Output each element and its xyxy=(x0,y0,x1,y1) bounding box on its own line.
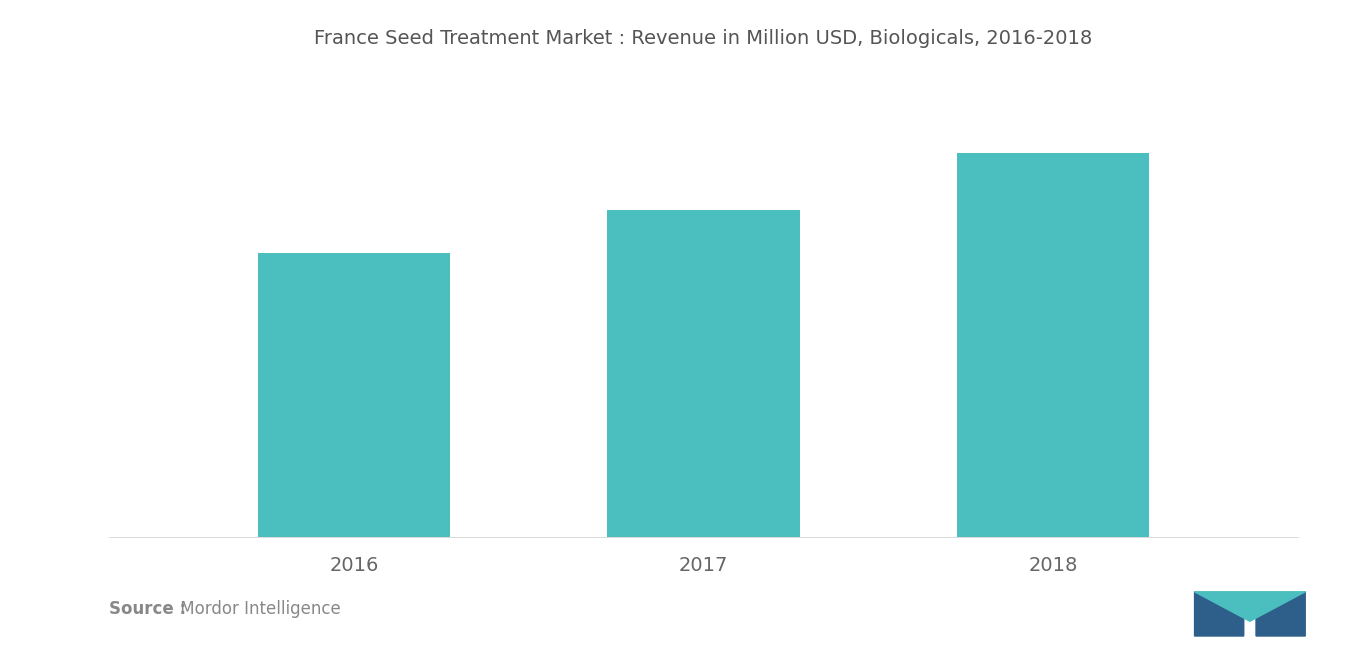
Polygon shape xyxy=(1194,592,1306,621)
Text: Mordor Intelligence: Mordor Intelligence xyxy=(175,600,340,618)
Bar xyxy=(258,253,449,537)
Text: Source :: Source : xyxy=(109,600,186,618)
Bar xyxy=(958,153,1149,537)
Polygon shape xyxy=(1194,592,1243,636)
Polygon shape xyxy=(1257,592,1306,636)
Title: France Seed Treatment Market : Revenue in Million USD, Biologicals, 2016-2018: France Seed Treatment Market : Revenue i… xyxy=(314,29,1093,48)
Bar xyxy=(608,210,799,537)
